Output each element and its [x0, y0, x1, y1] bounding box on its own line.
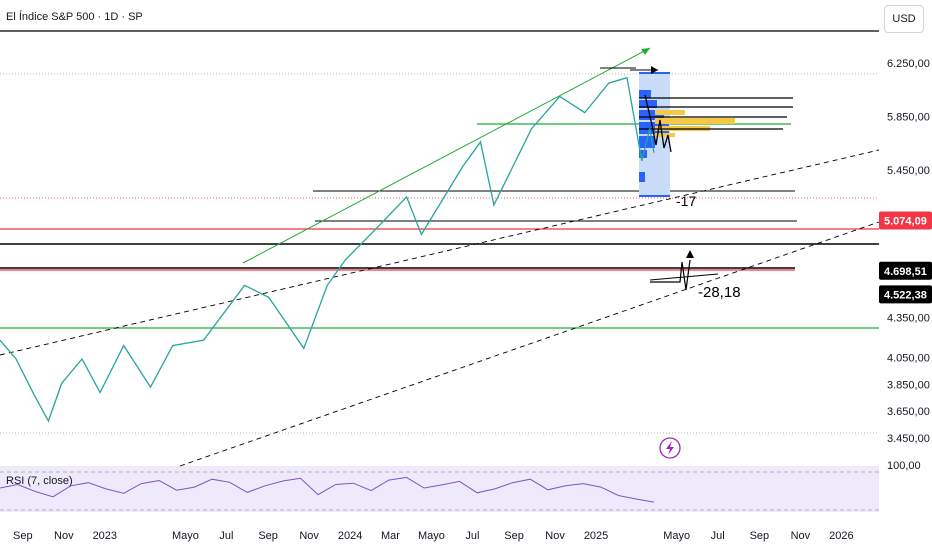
- date-tick-label: 2025: [584, 530, 608, 542]
- date-tick-label: Nov: [791, 530, 811, 542]
- price-tick-label: 4.050,00: [887, 353, 930, 365]
- chart-title: El Índice S&P 500 · 1D · SP: [6, 11, 143, 23]
- date-tick-label: Jul: [711, 530, 725, 542]
- price-badge: [879, 211, 932, 230]
- date-tick-label: 2026: [829, 530, 853, 542]
- date-tick-label: Mayo: [172, 530, 199, 542]
- price-badge: [879, 285, 932, 304]
- price-tick-label: 3.850,00: [887, 379, 930, 391]
- date-tick-label: Sep: [13, 530, 33, 542]
- date-tick-label: Nov: [545, 530, 565, 542]
- annotation-minus-28-18: -28,18: [698, 284, 741, 301]
- date-tick-label: Mayo: [663, 530, 690, 542]
- projected-path-lower: [650, 259, 691, 291]
- date-tick-label: Sep: [258, 530, 278, 542]
- price-tick-label: 3.450,00: [887, 433, 930, 445]
- price-series-line: [0, 76, 655, 423]
- date-tick-label: Nov: [54, 530, 74, 542]
- projected-path-upper: [644, 94, 672, 153]
- price-tick-label: 6.250,00: [887, 58, 930, 70]
- price-tick-label: 3.650,00: [887, 406, 930, 418]
- date-tick-label: Jul: [219, 530, 233, 542]
- price-tick-label: 5.850,00: [887, 112, 930, 124]
- price-badge-label: 5.074,09: [884, 215, 927, 227]
- lightning-icon[interactable]: [659, 437, 681, 459]
- price-badge-label: 4.698,51: [884, 266, 927, 278]
- price-badge: [879, 261, 932, 280]
- rsi-panel: [0, 466, 879, 512]
- trendline-arrowhead: [641, 48, 650, 55]
- date-tick-label: Sep: [750, 530, 770, 542]
- date-tick-label: Mar: [381, 530, 400, 542]
- annotation-minus-17: -17: [676, 193, 696, 209]
- dashed-trendline-upper: [0, 149, 880, 356]
- date-tick-label: Jul: [465, 530, 479, 542]
- date-tick-label: Nov: [299, 530, 319, 542]
- price-tick-label: 4.350,00: [887, 312, 930, 324]
- date-tick-label: 2023: [93, 530, 117, 542]
- dashed-trendline-lower: [179, 221, 880, 467]
- date-tick-label: Mayo: [418, 530, 445, 542]
- currency-button[interactable]: USD: [884, 5, 924, 33]
- date-tick-label: 2024: [338, 530, 362, 542]
- green-trendline: [242, 47, 651, 264]
- measure-line: [649, 273, 719, 281]
- price-tick-label: 5.450,00: [887, 165, 930, 177]
- rsi-tick-100: 100,00: [887, 460, 921, 472]
- date-tick-label: Sep: [504, 530, 524, 542]
- rsi-series-line: [0, 476, 654, 503]
- rsi-label: RSI (7, close): [6, 475, 73, 487]
- projected-arrowhead: [686, 250, 694, 258]
- price-badge-label: 4.522,38: [884, 289, 927, 301]
